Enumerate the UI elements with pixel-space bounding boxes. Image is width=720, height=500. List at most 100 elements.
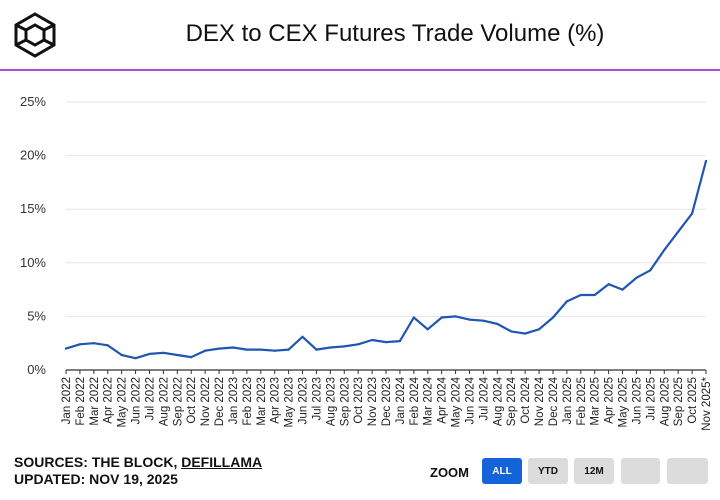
header: DEX to CEX Futures Trade Volume (%) — [0, 0, 720, 70]
data-point — [440, 316, 443, 319]
x-tick-label: Dec 2024 — [548, 376, 560, 426]
data-point — [496, 322, 499, 326]
data-point — [482, 319, 485, 322]
data-point — [204, 349, 207, 352]
x-tick-label: Nov 2024 — [534, 376, 546, 426]
y-tick-label: 10% — [20, 255, 46, 270]
data-point — [106, 344, 109, 347]
x-tick-label: Jun 2024 — [464, 376, 476, 424]
line-chart: 0% 5% 10% 15% 20% 25% Jan 2022 Feb 2022 Mar 2022… — [20, 94, 713, 431]
x-tick-label: Jun 2022 — [131, 377, 143, 424]
data-point — [454, 315, 457, 318]
x-tick-label: Apr 2024 — [437, 376, 449, 423]
x-tick-label: Apr 2023 — [270, 377, 282, 424]
data-point — [621, 288, 624, 291]
y-tick-label: 0% — [27, 362, 46, 377]
x-tick-label: Oct 2022 — [186, 377, 198, 424]
data-point — [92, 342, 95, 345]
data-point — [162, 351, 165, 354]
x-tick-label: Sep 2024 — [506, 376, 518, 426]
x-tick-label: Jun 2025 — [631, 377, 643, 424]
x-tick-label: Nov 2025* — [701, 376, 713, 430]
data-point — [537, 328, 541, 331]
data-point — [426, 328, 429, 331]
zoom-label: ZOOM — [430, 465, 469, 480]
x-tick-label: Feb 2023 — [242, 377, 254, 426]
x-tick-label: Jul 2022 — [144, 377, 156, 420]
x-tick-label: May 2023 — [284, 377, 296, 428]
data-point — [398, 339, 402, 343]
data-point — [329, 346, 332, 349]
x-tick-label: Feb 2025 — [576, 377, 588, 426]
x-tick-label: Feb 2022 — [75, 377, 87, 426]
zoom-blank-button-2[interactable] — [667, 458, 708, 484]
y-tick-label: 15% — [20, 201, 46, 216]
x-tick-label: Apr 2022 — [103, 377, 115, 424]
data-point — [176, 353, 179, 357]
x-tick-label: Jun 2023 — [298, 377, 310, 424]
title-divider — [0, 69, 720, 71]
x-tick-label: Apr 2025 — [604, 377, 616, 424]
x-tick-label: Jul 2025 — [645, 377, 657, 420]
data-point — [315, 348, 318, 351]
data-point — [468, 318, 471, 321]
x-tick-label: Jan 2024 — [395, 376, 407, 424]
y-tick-label: 25% — [20, 94, 46, 109]
x-tick-label: May 2024 — [451, 376, 463, 427]
data-point — [690, 212, 694, 215]
data-point — [370, 338, 374, 342]
x-tick-label: Mar 2024 — [423, 376, 435, 425]
x-tick-label: Feb 2024 — [409, 376, 421, 425]
zoom-12m-button[interactable]: 12M — [574, 458, 614, 484]
data-point — [649, 269, 652, 272]
x-tick-label: Sep 2022 — [172, 377, 184, 426]
data-point — [635, 276, 638, 279]
x-tick-label: Mar 2023 — [256, 377, 268, 426]
y-tick-label: 5% — [27, 308, 46, 323]
zoom-controls: ZOOM ALL YTD 12M — [430, 458, 720, 488]
data-point — [148, 352, 151, 356]
data-point — [510, 330, 513, 333]
x-tick-label: Jul 2023 — [311, 377, 323, 420]
x-tick-label: Dec 2023 — [381, 377, 393, 426]
x-tick-label: Mar 2022 — [89, 377, 101, 426]
x-tick-label: Aug 2022 — [158, 377, 170, 426]
data-point — [357, 343, 360, 346]
x-tick-label: May 2022 — [117, 377, 129, 428]
data-point — [217, 347, 221, 350]
x-tick-label: Oct 2025 — [687, 377, 699, 424]
data-point — [134, 357, 137, 360]
x-tick-label: Nov 2022 — [200, 377, 212, 426]
data-point — [343, 345, 346, 348]
chart-title: DEX to CEX Futures Trade Volume (%) — [185, 20, 605, 47]
data-point — [273, 349, 276, 352]
data-point — [607, 283, 610, 286]
x-tick-label: Jul 2024 — [478, 376, 490, 420]
x-tick-label: Aug 2025 — [659, 377, 671, 426]
defillama-link[interactable]: DEFILLAMA — [181, 454, 263, 470]
data-point — [593, 293, 596, 297]
footer-sources: SOURCES: THE BLOCK, DEFILLAMA UPDATED: N… — [14, 454, 262, 488]
series-line — [64, 159, 708, 360]
x-tick-label: May 2025 — [618, 377, 630, 428]
data-point — [677, 230, 680, 233]
zoom-blank-button-1[interactable] — [621, 458, 660, 484]
data-point — [190, 356, 193, 359]
x-tick-label: Dec 2022 — [214, 377, 226, 426]
zoom-ytd-button[interactable]: YTD — [528, 458, 568, 484]
x-tick-label: Sep 2023 — [339, 377, 351, 426]
data-point — [551, 316, 555, 319]
data-point — [579, 293, 582, 297]
data-point — [245, 348, 248, 351]
data-point — [287, 348, 290, 351]
x-tick-label: Sep 2025 — [673, 377, 685, 426]
x-tick-label: Jan 2023 — [228, 377, 240, 424]
x-tick-label: Aug 2024 — [492, 376, 504, 426]
x-tick-label: Aug 2023 — [325, 377, 337, 426]
data-point — [524, 332, 527, 335]
x-tick-label: Oct 2024 — [520, 376, 532, 423]
sources-text: SOURCES: THE BLOCK, — [14, 454, 182, 470]
data-point — [64, 347, 68, 350]
zoom-all-button[interactable]: ALL — [482, 458, 522, 484]
x-tick-label: Nov 2023 — [367, 377, 379, 426]
